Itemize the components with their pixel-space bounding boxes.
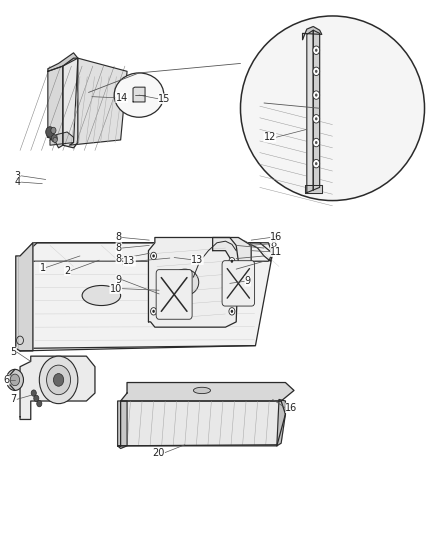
Circle shape — [31, 390, 36, 396]
Text: 7: 7 — [11, 394, 17, 405]
Circle shape — [37, 400, 42, 407]
Ellipse shape — [114, 73, 164, 117]
Circle shape — [53, 374, 64, 386]
Ellipse shape — [82, 286, 120, 305]
Polygon shape — [120, 383, 294, 401]
Polygon shape — [20, 243, 272, 351]
Text: 2: 2 — [64, 266, 71, 276]
Text: 8: 8 — [270, 239, 276, 249]
Circle shape — [53, 138, 57, 142]
Circle shape — [51, 135, 57, 142]
Circle shape — [6, 369, 24, 391]
Text: 12: 12 — [264, 132, 276, 142]
Text: 1: 1 — [39, 263, 46, 272]
Text: 15: 15 — [158, 94, 171, 104]
Circle shape — [51, 127, 56, 134]
Polygon shape — [48, 53, 78, 71]
Text: 16: 16 — [286, 403, 298, 413]
Ellipse shape — [240, 16, 424, 200]
Circle shape — [315, 49, 318, 52]
Polygon shape — [50, 132, 74, 145]
Circle shape — [313, 46, 320, 54]
Text: 3: 3 — [15, 171, 21, 181]
Text: 16: 16 — [270, 232, 283, 243]
Circle shape — [313, 67, 320, 76]
Circle shape — [315, 93, 318, 96]
Circle shape — [46, 127, 54, 138]
Circle shape — [152, 310, 155, 313]
Polygon shape — [16, 243, 33, 351]
Polygon shape — [307, 30, 313, 192]
Text: 11: 11 — [270, 247, 283, 257]
FancyBboxPatch shape — [156, 270, 192, 319]
Polygon shape — [20, 356, 95, 419]
Text: 4: 4 — [15, 177, 21, 187]
Circle shape — [313, 91, 320, 99]
Circle shape — [10, 374, 20, 386]
Circle shape — [313, 159, 320, 168]
Circle shape — [152, 254, 155, 257]
Circle shape — [46, 365, 71, 394]
Circle shape — [315, 162, 318, 165]
Circle shape — [231, 260, 233, 263]
Polygon shape — [133, 87, 145, 102]
Polygon shape — [118, 401, 127, 448]
Text: 5: 5 — [11, 347, 17, 357]
Text: 13: 13 — [124, 256, 136, 266]
Circle shape — [315, 117, 318, 120]
Circle shape — [34, 395, 39, 401]
Circle shape — [229, 308, 235, 315]
Circle shape — [229, 257, 235, 265]
Polygon shape — [305, 185, 322, 192]
Circle shape — [151, 308, 156, 315]
Text: 10: 10 — [110, 284, 122, 294]
Text: 9: 9 — [116, 274, 122, 285]
Polygon shape — [213, 238, 251, 272]
Text: 6: 6 — [3, 375, 9, 385]
Circle shape — [315, 70, 318, 73]
Polygon shape — [20, 243, 272, 261]
Text: 8: 8 — [116, 254, 122, 264]
Polygon shape — [63, 58, 78, 148]
Circle shape — [313, 115, 320, 123]
Ellipse shape — [194, 387, 211, 393]
Circle shape — [39, 356, 78, 403]
Polygon shape — [277, 399, 286, 446]
Polygon shape — [118, 401, 286, 446]
Circle shape — [231, 310, 233, 313]
Circle shape — [151, 252, 156, 260]
Text: 13: 13 — [191, 255, 204, 265]
Polygon shape — [69, 58, 127, 145]
Polygon shape — [313, 30, 320, 190]
Text: 20: 20 — [152, 448, 165, 458]
Text: 8: 8 — [116, 232, 122, 243]
Circle shape — [315, 141, 318, 144]
Polygon shape — [303, 27, 322, 39]
FancyBboxPatch shape — [222, 261, 254, 306]
Ellipse shape — [171, 269, 199, 295]
Polygon shape — [148, 238, 238, 327]
Text: 9: 9 — [245, 276, 251, 286]
Circle shape — [313, 139, 320, 147]
Text: 8: 8 — [116, 243, 122, 253]
Text: 14: 14 — [116, 93, 128, 103]
Polygon shape — [48, 66, 63, 148]
